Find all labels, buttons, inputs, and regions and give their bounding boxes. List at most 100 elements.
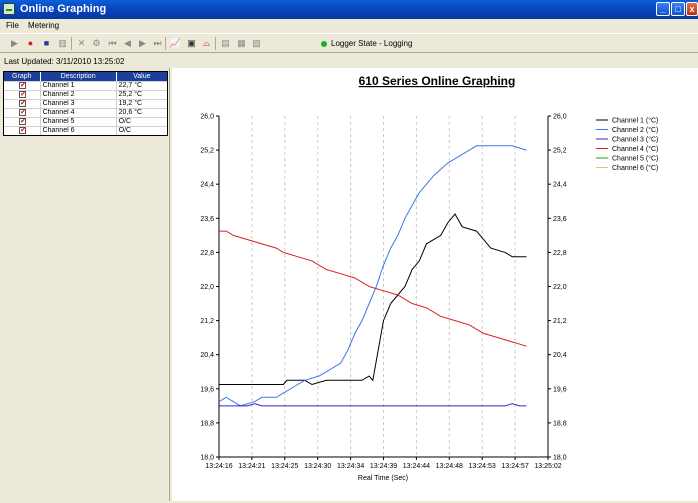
x-tick-label: 13:24:16 — [205, 463, 232, 470]
row-description: Channel 3 — [41, 100, 117, 108]
gauge-icon[interactable]: ⌓ — [202, 38, 211, 48]
row-value: O/C — [118, 118, 132, 125]
settings-icon[interactable]: ⚙ — [92, 38, 101, 48]
toolbar-separator — [71, 37, 72, 50]
next-icon[interactable]: ▶ — [139, 38, 146, 48]
y-tick-label-left: 20,4 — [200, 352, 214, 359]
tools-icon[interactable]: ✕ — [77, 38, 86, 48]
table-row: Channel 3 19,2 °C — [4, 99, 167, 108]
y-tick-label-left: 18,8 — [200, 420, 214, 427]
y-tick-label-left: 26,0 — [200, 114, 214, 121]
row-value: O/C — [118, 127, 132, 134]
y-tick-label-right: 21,2 — [553, 318, 567, 325]
chart-icon[interactable]: ▥ — [58, 38, 67, 48]
table-row: Channel 5 O/C — [4, 117, 167, 126]
x-tick-label: 13:24:30 — [304, 463, 331, 470]
y-tick-label-right: 22,0 — [553, 284, 567, 291]
row-description: Channel 4 — [41, 109, 117, 117]
legend-label: Channel 5 (°C) — [612, 155, 658, 163]
table-row: Channel 1 22,7 °C — [4, 81, 167, 90]
last-icon[interactable]: ⏭ — [153, 38, 162, 48]
x-axis-label: Real Time (Sec) — [358, 475, 408, 482]
close-button[interactable]: x — [686, 2, 698, 16]
x-tick-label: 13:24:25 — [271, 463, 298, 470]
legend-label: Channel 6 (°C) — [612, 164, 658, 172]
row-value: 20,6 °C — [118, 109, 143, 116]
line-chart[interactable]: 610 Series Online Graphing Real Time (Se… — [172, 68, 698, 501]
x-tick-label: 13:24:39 — [370, 463, 397, 470]
y-tick-label-right: 26,0 — [553, 114, 567, 121]
y-tick-label-right: 18,0 — [553, 455, 567, 462]
export-icon[interactable]: ▣ — [187, 38, 196, 48]
graph-checkbox[interactable] — [19, 82, 27, 89]
prev-icon[interactable]: ◀ — [124, 38, 131, 48]
legend-label: Channel 1 (°C) — [612, 117, 658, 125]
y-tick-label-left: 24,4 — [200, 182, 214, 189]
y-tick-label-left: 25,2 — [200, 148, 214, 155]
header-graph[interactable]: Graph — [4, 72, 41, 81]
legend-label: Channel 3 (°C) — [612, 136, 658, 144]
y-tick-label-right: 23,6 — [553, 216, 567, 223]
header-value[interactable]: Value — [133, 73, 151, 80]
first-icon[interactable]: ⏮ — [108, 38, 117, 48]
series-line-channel-1 — [219, 213, 527, 386]
window-title: Online Graphing — [20, 3, 107, 15]
y-tick-label-left: 19,6 — [200, 386, 214, 393]
logger-state-label: Logger State - Logging — [331, 39, 413, 48]
graph-checkbox[interactable] — [19, 91, 27, 98]
title-bar[interactable]: Online Graphing _ □ x — [0, 0, 698, 19]
graph-checkbox[interactable] — [19, 100, 27, 107]
legend-label: Channel 4 (°C) — [612, 145, 658, 153]
save-icon[interactable]: ▤ — [221, 38, 230, 48]
y-tick-label-right: 24,4 — [553, 182, 567, 189]
row-value: 22,7 °C — [118, 82, 143, 89]
y-tick-label-left: 18,0 — [200, 455, 214, 462]
table-row: Channel 6 O/C — [4, 126, 167, 135]
record-icon[interactable]: ● — [27, 38, 34, 48]
channel-table: Graph Description Value Channel 1 22,7 °… — [3, 71, 168, 136]
app-icon — [3, 3, 15, 15]
table-header: Graph Description Value — [4, 72, 167, 81]
header-description[interactable]: Description — [41, 72, 117, 81]
minimize-button[interactable]: _ — [656, 2, 670, 16]
series-line-channel-4 — [219, 230, 527, 347]
y-tick-label-right: 20,4 — [553, 352, 567, 359]
y-tick-label-right: 25,2 — [553, 148, 567, 155]
chart-title: 610 Series Online Graphing — [359, 74, 516, 88]
toolbar-separator — [165, 37, 166, 50]
series-line-channel-2 — [218, 145, 527, 407]
maximize-button[interactable]: □ — [671, 2, 685, 16]
menu-file[interactable]: File — [6, 21, 19, 30]
x-tick-label: 13:24:21 — [238, 463, 265, 470]
y-tick-label-right: 18,8 — [553, 420, 567, 427]
open-icon[interactable]: ▧ — [252, 38, 261, 48]
x-tick-label: 13:24:53 — [469, 463, 496, 470]
graph-checkbox[interactable] — [19, 118, 27, 125]
print-icon[interactable]: ▦ — [237, 38, 246, 48]
y-tick-label-left: 22,0 — [200, 284, 214, 291]
stop-icon[interactable]: ■ — [43, 38, 50, 48]
last-updated-label: Last Updated: 3/11/2010 13:25:02 — [4, 57, 125, 66]
menu-metering[interactable]: Metering — [28, 21, 60, 30]
series-line-channel-3 — [219, 403, 527, 407]
graph-checkbox[interactable] — [19, 127, 27, 134]
graph-icon[interactable]: 📈 — [169, 38, 182, 48]
y-tick-label-left: 23,6 — [200, 216, 214, 223]
toolbar: ▶ ● ■ ▥ ✕ ⚙ ⏮ ◀ ▶ ⏭ 📈 ▣ ⌓ ▤ ▦ ▧ Logger S… — [0, 33, 698, 53]
table-row: Channel 2 25,2 °C — [4, 90, 167, 99]
row-description: Channel 2 — [41, 91, 117, 99]
x-tick-label: 13:24:48 — [436, 463, 463, 470]
x-tick-label: 13:24:34 — [337, 463, 364, 470]
y-tick-label-right: 19,6 — [553, 386, 567, 393]
play-icon[interactable]: ▶ — [11, 38, 18, 48]
table-row: Channel 4 20,6 °C — [4, 108, 167, 117]
x-tick-label: 13:25:02 — [534, 463, 561, 470]
x-tick-label: 13:24:57 — [501, 463, 528, 470]
row-value: 25,2 °C — [118, 91, 143, 98]
toolbar-separator — [215, 37, 216, 50]
row-description: Channel 1 — [41, 82, 117, 90]
channel-panel: Graph Description Value Channel 1 22,7 °… — [0, 68, 170, 501]
row-description: Channel 6 — [41, 127, 117, 135]
graph-checkbox[interactable] — [19, 109, 27, 116]
